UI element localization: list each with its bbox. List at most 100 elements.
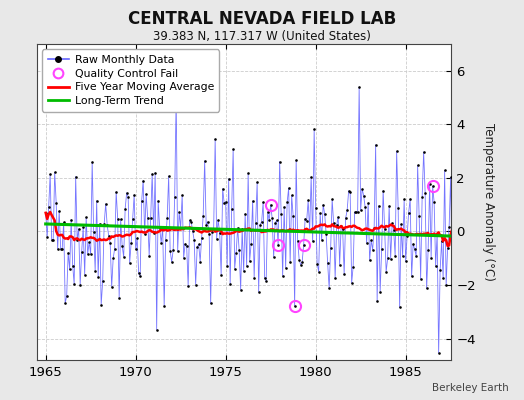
Point: [191, 281, 200, 288]
Point: [170, 194, 179, 200]
Point: [243, 263, 251, 269]
Point: [79, 224, 88, 230]
Point: [268, 215, 276, 222]
Point: [346, 189, 354, 195]
Point: [130, 192, 138, 198]
Point: [259, 199, 267, 205]
Point: [257, 218, 266, 225]
Point: [82, 214, 90, 220]
Point: [384, 255, 392, 262]
Point: [307, 174, 315, 180]
Point: [62, 293, 71, 299]
Point: [354, 209, 362, 215]
Point: [94, 274, 102, 280]
Point: [64, 249, 72, 256]
Point: [215, 230, 224, 236]
Point: [118, 243, 126, 249]
Point: [114, 215, 122, 222]
Point: [355, 84, 363, 90]
Point: [97, 302, 105, 308]
Point: [305, 228, 314, 234]
Point: [53, 246, 62, 252]
Point: [95, 220, 104, 227]
Point: [297, 262, 305, 268]
Point: [165, 173, 173, 179]
Point: [184, 283, 192, 290]
Point: [337, 222, 345, 229]
Point: [245, 258, 254, 264]
Point: [223, 262, 232, 269]
Point: [107, 284, 116, 290]
Point: [417, 276, 425, 282]
Point: [347, 280, 356, 286]
Y-axis label: Temperature Anomaly (°C): Temperature Anomaly (°C): [482, 123, 495, 281]
Point: [413, 162, 422, 168]
Point: [156, 225, 164, 231]
Point: [264, 209, 272, 215]
Point: [182, 243, 191, 249]
Point: [177, 225, 185, 231]
Point: [372, 142, 380, 148]
Point: [379, 188, 387, 194]
Point: [289, 213, 297, 219]
Point: [385, 203, 394, 209]
Point: [323, 260, 332, 266]
Point: [373, 298, 381, 305]
Point: [66, 266, 74, 273]
Point: [226, 281, 234, 287]
Point: [269, 254, 278, 260]
Point: [450, 185, 458, 191]
Point: [359, 192, 368, 199]
Point: [276, 158, 284, 165]
Point: [415, 213, 423, 220]
Point: [256, 221, 264, 228]
Point: [401, 258, 410, 264]
Point: [222, 199, 230, 205]
Point: [377, 246, 386, 252]
Point: [326, 245, 335, 251]
Point: [194, 241, 203, 248]
Point: [163, 215, 171, 221]
Point: [238, 226, 246, 232]
Point: [90, 229, 98, 235]
Point: [436, 267, 444, 273]
Point: [132, 246, 140, 253]
Point: [454, 211, 462, 217]
Point: [109, 255, 117, 262]
Point: [262, 278, 270, 284]
Point: [290, 303, 299, 310]
Point: [349, 264, 357, 270]
Point: [205, 231, 213, 238]
Point: [185, 217, 194, 224]
Point: [397, 221, 406, 228]
Point: [351, 209, 359, 215]
Point: [103, 222, 112, 228]
Point: [250, 274, 258, 281]
Point: [368, 246, 377, 253]
Point: [231, 265, 239, 272]
Point: [409, 241, 417, 247]
Point: [158, 225, 167, 231]
Point: [140, 231, 149, 237]
Point: [288, 192, 296, 198]
Point: [67, 216, 75, 223]
Point: [403, 232, 411, 239]
Point: [313, 260, 321, 267]
Point: [145, 252, 154, 259]
Point: [83, 251, 92, 257]
Point: [49, 237, 57, 244]
Point: [321, 210, 329, 217]
Point: [74, 226, 83, 232]
Point: [356, 207, 365, 213]
Point: [364, 200, 373, 206]
Point: [190, 237, 199, 244]
Point: [157, 240, 166, 246]
Point: [271, 220, 279, 226]
Point: [181, 240, 189, 247]
Point: [314, 268, 323, 275]
Point: [365, 257, 374, 264]
Point: [412, 253, 420, 259]
Point: [41, 210, 50, 216]
Point: [124, 193, 133, 200]
Point: [198, 234, 206, 241]
